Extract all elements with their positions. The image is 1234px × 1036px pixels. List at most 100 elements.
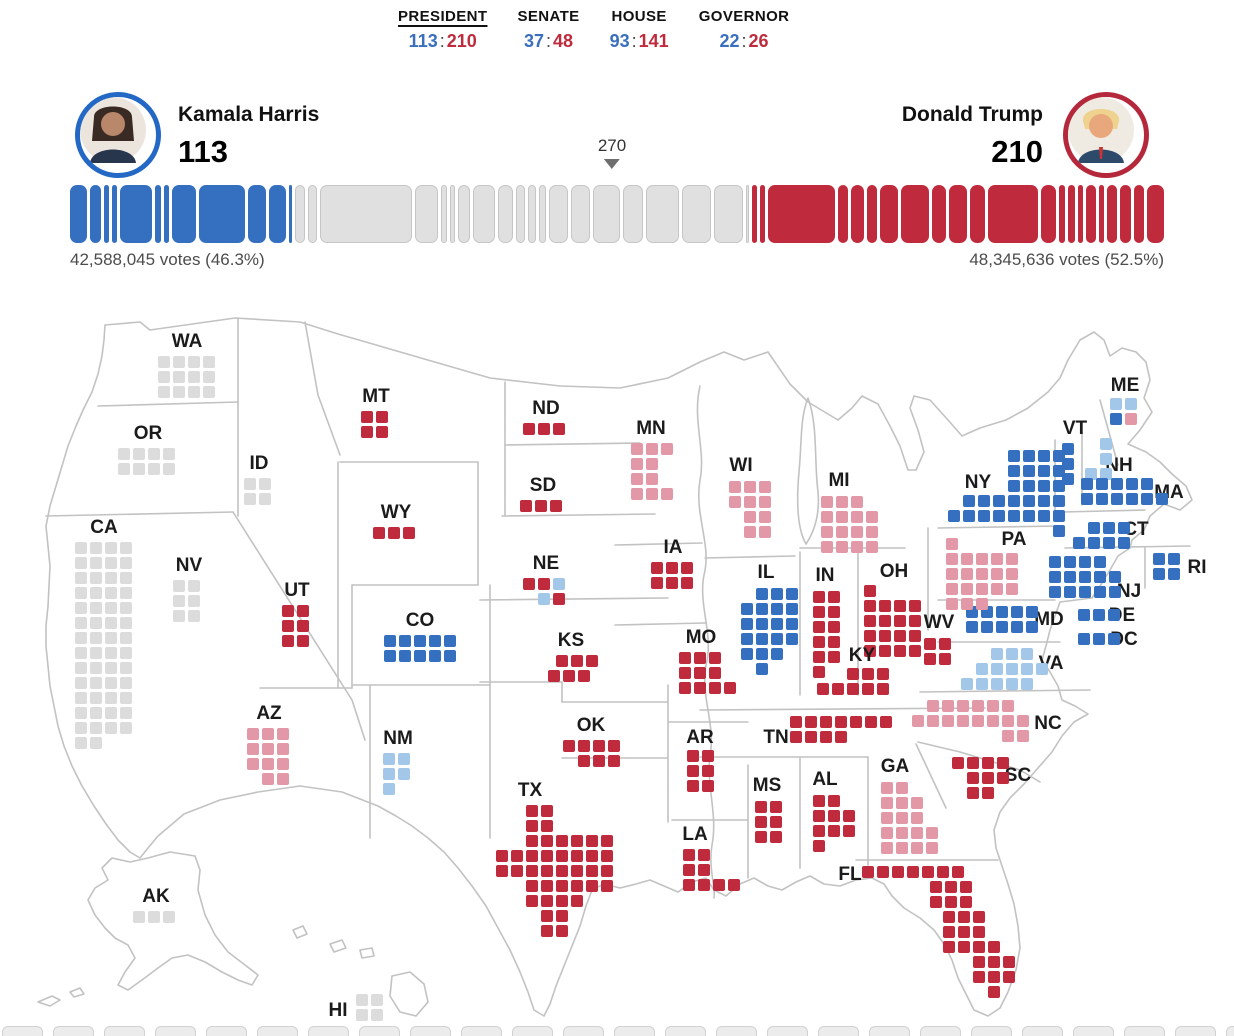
ev-square bbox=[1038, 450, 1050, 462]
ev-square bbox=[120, 647, 132, 659]
ev-bar-segment-de[interactable] bbox=[164, 185, 170, 243]
ev-square bbox=[978, 510, 990, 522]
ev-bar-segment-ri[interactable] bbox=[154, 185, 162, 243]
ev-bar-segment-pa[interactable] bbox=[645, 185, 680, 243]
ev-bar-segment-ia[interactable] bbox=[1134, 185, 1145, 243]
ev-bar-segment-tn[interactable] bbox=[948, 185, 967, 243]
ev-bar-segment-md[interactable] bbox=[70, 185, 87, 243]
ev-bar-segment-or[interactable] bbox=[497, 185, 514, 243]
ev-bar-segment-mo[interactable] bbox=[1147, 185, 1164, 243]
ev-bar-segment-in[interactable] bbox=[879, 185, 899, 243]
ev-square bbox=[728, 879, 740, 891]
tab-house[interactable]: HOUSE 93:141 bbox=[610, 8, 669, 52]
ev-bar-segment-mn[interactable] bbox=[549, 185, 568, 243]
ev-bar-segment-mi[interactable] bbox=[592, 185, 620, 243]
ev-bar-segment-wa[interactable] bbox=[472, 185, 495, 243]
state-label-vt: VT bbox=[1062, 418, 1088, 439]
ev-square bbox=[828, 651, 840, 663]
tab-senate[interactable]: SENATE 37:48 bbox=[517, 8, 579, 52]
ev-square bbox=[586, 865, 598, 877]
ev-square bbox=[756, 618, 768, 630]
ev-bar-segment-tx[interactable] bbox=[768, 185, 835, 243]
ev-bar-segment-ks[interactable] bbox=[1106, 185, 1117, 243]
ev-square bbox=[877, 683, 889, 695]
ev-bar-segment-ak[interactable] bbox=[539, 185, 547, 243]
ev-bar-segment-ca[interactable] bbox=[319, 185, 412, 243]
ev-square bbox=[1006, 663, 1018, 675]
ev-square bbox=[982, 757, 994, 769]
ev-square bbox=[520, 500, 532, 512]
ev-bar-segment-ok[interactable] bbox=[1119, 185, 1132, 243]
ev-bar-segment-wv[interactable] bbox=[1058, 185, 1066, 243]
ev-bar-segment-al[interactable] bbox=[969, 185, 985, 243]
ev-square bbox=[1109, 571, 1121, 583]
ev-bar-segment-ky[interactable] bbox=[932, 185, 946, 243]
ev-bar-segment-ma[interactable] bbox=[248, 185, 267, 243]
ev-square bbox=[790, 716, 802, 728]
cutoff-card-stub bbox=[1022, 1026, 1063, 1036]
ev-square bbox=[1079, 571, 1091, 583]
tab-label: PRESIDENT bbox=[398, 8, 488, 25]
ev-bar-segment-il[interactable] bbox=[120, 185, 152, 243]
ev-square bbox=[105, 557, 117, 569]
ev-bar-segment-dc[interactable] bbox=[104, 185, 110, 243]
ev-bar-segment-me-2[interactable] bbox=[441, 185, 447, 243]
ev-bar-segment-ar[interactable] bbox=[837, 185, 848, 243]
ev-bar-segment-vt[interactable] bbox=[112, 185, 118, 243]
cutoff-card-stub bbox=[104, 1026, 145, 1036]
tab-president[interactable]: PRESIDENT 113:210 bbox=[398, 8, 487, 52]
ev-square bbox=[1108, 633, 1120, 645]
ev-bar-segment-sc[interactable] bbox=[1040, 185, 1056, 243]
ev-square bbox=[535, 500, 547, 512]
ev-bar-segment-la[interactable] bbox=[850, 185, 864, 243]
ev-bar-segment-wy[interactable] bbox=[1077, 185, 1083, 243]
rep-count: 48 bbox=[553, 31, 574, 51]
tab-label: SENATE bbox=[517, 8, 580, 25]
ev-bar-segment-ga[interactable] bbox=[713, 185, 743, 243]
ev-bar-segment-nh[interactable] bbox=[308, 185, 317, 243]
ev-bar-segment-nm[interactable] bbox=[295, 185, 306, 243]
ev-square bbox=[1081, 478, 1093, 490]
ev-bar-segment-nv[interactable] bbox=[457, 185, 470, 243]
trump-avatar bbox=[1063, 92, 1149, 178]
ev-square bbox=[571, 835, 583, 847]
ev-square bbox=[864, 615, 876, 627]
ev-square bbox=[813, 591, 825, 603]
ev-square bbox=[75, 617, 87, 629]
trump-name: Donald Trump bbox=[901, 103, 1043, 126]
ev-bar-segment-me-3[interactable] bbox=[745, 185, 750, 243]
ev-bar-segment-nj[interactable] bbox=[172, 185, 196, 243]
ev-bar-segment-az[interactable] bbox=[622, 185, 643, 243]
ev-square bbox=[698, 849, 710, 861]
ev-bar-segment-ne-2[interactable] bbox=[449, 185, 455, 243]
tab-governor[interactable]: GOVERNOR 22:26 bbox=[699, 8, 790, 52]
ev-bar-segment-va[interactable] bbox=[414, 185, 439, 243]
ev-bar-segment-nc[interactable] bbox=[682, 185, 711, 243]
ev-bar-segment-ne[interactable] bbox=[1098, 185, 1104, 243]
ev-bar-segment-ct[interactable] bbox=[89, 185, 102, 243]
ev-bar-segment-me-1[interactable] bbox=[289, 185, 293, 243]
ev-square bbox=[376, 426, 388, 438]
ev-bar-segment-sd[interactable] bbox=[760, 185, 766, 243]
ev-bar-segment-id[interactable] bbox=[516, 185, 525, 243]
ev-bar-segment-ms[interactable] bbox=[866, 185, 877, 243]
ev-bar-segment-oh[interactable] bbox=[901, 185, 930, 243]
ev-bar-segment-co[interactable] bbox=[269, 185, 287, 243]
ev-bar-segment-ny[interactable] bbox=[198, 185, 246, 243]
ev-square bbox=[1053, 495, 1065, 507]
ev-square bbox=[188, 580, 200, 592]
ev-bar-segment-wi[interactable] bbox=[571, 185, 590, 243]
ev-square bbox=[541, 805, 553, 817]
ev-square bbox=[1078, 609, 1090, 621]
state-label-or: OR bbox=[133, 423, 163, 444]
ev-bar-segment-nd[interactable] bbox=[752, 185, 758, 243]
ev-bar-segment-hi[interactable] bbox=[527, 185, 537, 243]
ev-square bbox=[262, 758, 274, 770]
ev-square bbox=[203, 371, 215, 383]
ev-square bbox=[571, 880, 583, 892]
state-label-sd: SD bbox=[529, 475, 557, 496]
ev-bar-segment-mt[interactable] bbox=[1068, 185, 1075, 243]
ev-bar-segment-ut[interactable] bbox=[1085, 185, 1096, 243]
ev-square bbox=[894, 615, 906, 627]
ev-bar-segment-fl[interactable] bbox=[987, 185, 1038, 243]
